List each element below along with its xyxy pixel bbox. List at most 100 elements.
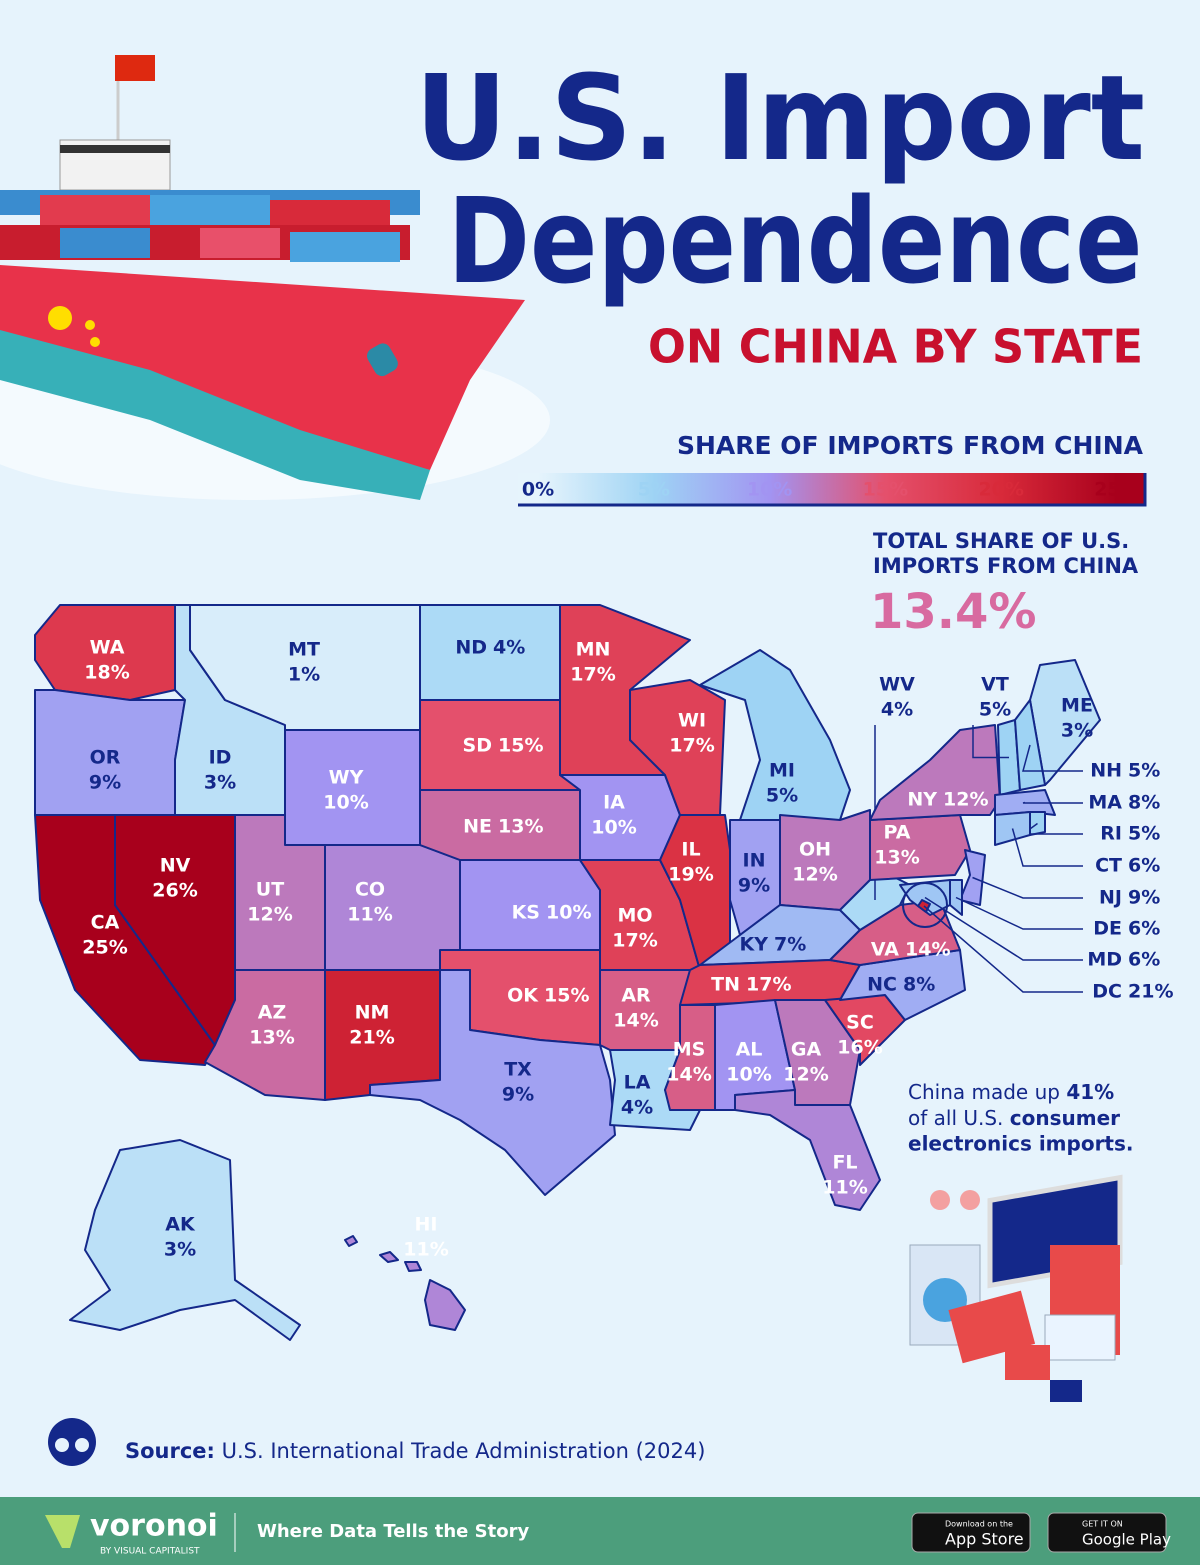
state-code: MO: [617, 905, 652, 927]
app-store-label: App Store: [945, 1530, 1024, 1549]
state-value: 17%: [612, 930, 657, 952]
state-value: 3%: [204, 772, 236, 794]
state-code: VA: [871, 939, 899, 961]
state-code: IL: [681, 839, 700, 861]
state-code: SD: [463, 735, 492, 757]
state-value: 21%: [349, 1027, 394, 1049]
source-text: U.S. International Trade Administration …: [222, 1439, 706, 1463]
note-text: China made up: [908, 1080, 1060, 1104]
google-play-button[interactable]: [1047, 1512, 1167, 1553]
state: [34, 604, 176, 701]
state-value: 19%: [668, 864, 713, 886]
state-value: 10%: [546, 902, 591, 924]
source-label: Source:: [125, 1439, 215, 1463]
leader-line: [1022, 744, 1083, 772]
state-value: 9%: [738, 875, 770, 897]
state-labels: WA 18% OR 9% CA 25% NV 26% ID 3% MT 1% WY 10% UT 12% CO 1…: [82, 637, 1173, 1261]
state-value: 9%: [1128, 887, 1160, 909]
state-code: UT: [256, 879, 284, 901]
leader-line: [955, 896, 1083, 930]
state-value: 11%: [347, 904, 392, 926]
leader-line: [972, 725, 1009, 759]
state-code: AR: [621, 985, 651, 1007]
state: [369, 969, 616, 1196]
state-value: 5%: [979, 699, 1011, 721]
note-highlight: electronics imports.: [908, 1132, 1134, 1156]
state-value: 12%: [943, 789, 988, 811]
state-code: AZ: [258, 1002, 286, 1024]
state-value: 11%: [403, 1239, 448, 1261]
state-value: 9%: [89, 772, 121, 794]
note-highlight: 41%: [1066, 1080, 1114, 1104]
state-value: 14%: [905, 939, 950, 961]
state-value: 14%: [613, 1010, 658, 1032]
state-code: WY: [329, 767, 364, 789]
source: Source: U.S. International Trade Adminis…: [125, 1439, 705, 1463]
state-value: 12%: [783, 1064, 828, 1086]
state-value: 4%: [881, 699, 913, 721]
state-code: KY: [740, 934, 769, 956]
state-code: PA: [884, 822, 911, 844]
state-code: NM: [355, 1002, 390, 1024]
state-value: 17%: [669, 735, 714, 757]
ship-illustration: [0, 55, 550, 500]
state: [699, 649, 851, 821]
state-code: MI: [769, 760, 795, 782]
state-code: ND: [455, 637, 487, 659]
state-value: 13%: [874, 847, 919, 869]
state-value: 4%: [493, 637, 525, 659]
state-code: WA: [90, 637, 125, 659]
legend-tick-label: 15%: [863, 479, 908, 501]
state-value: 5%: [1128, 760, 1160, 782]
leader-line: [924, 896, 1083, 961]
state-value: 13%: [498, 816, 543, 838]
brand-logo: [45, 1515, 80, 1548]
legend-tick-label: 25%: [1094, 479, 1139, 501]
state-code: ID: [209, 747, 232, 769]
state-value: 17%: [746, 974, 791, 996]
legend-bar: [518, 473, 1145, 505]
legend-tick-label: 10%: [747, 479, 792, 501]
state-code: GA: [791, 1039, 822, 1061]
state-code: DE: [1093, 918, 1122, 940]
state-code: NH: [1090, 760, 1122, 782]
electronics-illustration: [909, 1174, 1123, 1402]
title-line: Dependence: [448, 172, 1143, 310]
title-line: U.S. Import: [415, 49, 1145, 187]
state-value: 8%: [1128, 792, 1160, 814]
legend-tick-label: 20%: [978, 479, 1023, 501]
state-value: 21%: [1128, 981, 1173, 1003]
state: [344, 1235, 466, 1331]
app-store-button[interactable]: [911, 1512, 1031, 1553]
state-code: MT: [288, 639, 320, 661]
state-code: MN: [576, 639, 611, 661]
dc-callout: [902, 882, 948, 928]
legend-tick-label: 5%: [638, 479, 670, 501]
state-code: CT: [1095, 855, 1122, 877]
state-value: 3%: [1061, 720, 1093, 742]
source-icon: [48, 1418, 96, 1466]
state-code: TN: [711, 974, 740, 996]
state-value: 6%: [1128, 918, 1160, 940]
legend-title: SHARE OF IMPORTS FROM CHINA: [677, 431, 1144, 460]
state-value: 25%: [82, 937, 127, 959]
state-code: OK: [507, 985, 539, 1007]
google-play-label: Google Play: [1082, 1531, 1171, 1549]
state-value: 18%: [84, 662, 129, 684]
state-value: 9%: [502, 1084, 534, 1106]
state-code: NV: [160, 855, 191, 877]
app-store-small: Download on the: [945, 1520, 1013, 1529]
note-line: of all U.S. consumer: [908, 1106, 1120, 1130]
state-value: 13%: [249, 1027, 294, 1049]
state-code: MA: [1088, 792, 1122, 814]
state-code: CA: [91, 912, 120, 934]
state: [419, 604, 561, 701]
state-value: 14%: [666, 1064, 711, 1086]
state: [69, 1139, 301, 1341]
state-code: IA: [603, 792, 625, 814]
state-code: NE: [463, 816, 492, 838]
state-code: WI: [678, 710, 706, 732]
note-text: of all U.S.: [908, 1106, 1003, 1130]
state-code: ME: [1061, 695, 1093, 717]
